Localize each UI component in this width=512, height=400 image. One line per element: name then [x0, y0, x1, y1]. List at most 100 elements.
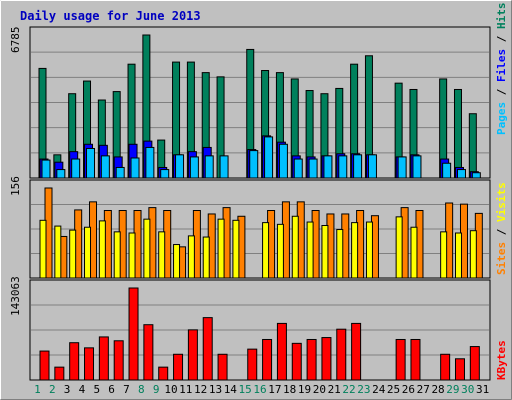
bar-sites-day-3 — [69, 229, 77, 279]
bar-sites-day-11 — [187, 235, 195, 279]
bar-sites-day-30 — [469, 230, 477, 279]
bar-pages-day-21 — [338, 155, 348, 179]
day-label-21: 21 — [328, 383, 341, 396]
bar-sites-day-18 — [291, 215, 299, 279]
bar-kbytes-day-2 — [54, 366, 65, 381]
bar-sites-day-21 — [336, 229, 344, 279]
bar-pages-day-29 — [456, 169, 466, 179]
bar-kbytes-day-16 — [262, 338, 273, 381]
bar-pages-day-17 — [278, 143, 288, 179]
bar-kbytes-day-28 — [440, 353, 451, 381]
bar-pages-day-3 — [71, 158, 81, 179]
bar-sites-day-20 — [321, 225, 329, 279]
bar-sites-day-4 — [84, 226, 92, 279]
bar-kbytes-day-6 — [113, 340, 124, 381]
bar-pages-day-20 — [323, 155, 333, 179]
chart-title: Daily usage for June 2013 — [20, 9, 201, 23]
bars — [38, 34, 483, 381]
bar-pages-day-16 — [264, 136, 274, 179]
day-label-23: 23 — [357, 383, 370, 396]
bar-sites-day-1 — [39, 219, 47, 279]
bar-pages-day-15 — [249, 150, 259, 179]
bar-pages-day-23 — [367, 154, 377, 179]
legend-top: Pages / Files / Hits — [495, 3, 508, 136]
day-label-15: 15 — [239, 383, 252, 396]
bar-sites-day-23 — [365, 221, 373, 279]
day-label-13: 13 — [209, 383, 222, 396]
legend-sep-3: / — [495, 222, 508, 242]
bar-pages-day-11 — [189, 156, 199, 179]
bar-kbytes-day-10 — [173, 353, 184, 381]
day-label-28: 28 — [431, 383, 444, 396]
bar-sites-day-17 — [276, 223, 284, 279]
day-label-9: 9 — [153, 383, 160, 396]
bar-pages-day-18 — [293, 158, 303, 179]
bar-kbytes-day-3 — [69, 342, 80, 381]
legend-sep-1: / — [495, 82, 508, 102]
y-max-label-kbytes: 143063 — [9, 276, 22, 316]
bar-sites-day-28 — [440, 231, 448, 279]
day-label-7: 7 — [123, 383, 130, 396]
bar-pages-day-10 — [175, 154, 185, 179]
legend-sep-2: / — [495, 29, 508, 49]
legend-files: Files — [495, 49, 508, 82]
bar-sites-day-12 — [202, 236, 210, 279]
day-label-19: 19 — [298, 383, 311, 396]
day-labels: 1 2 3 4 5 6 7 8 9 10 11 12 13 14 15 16 17 18 19 20 21 22 23 24 2… — [34, 383, 489, 396]
bar-kbytes-day-22 — [351, 322, 362, 381]
bar-hits-day-30 — [468, 113, 477, 179]
bar-pages-day-19 — [308, 158, 318, 179]
day-label-24: 24 — [372, 383, 386, 396]
bar-pages-day-25 — [397, 156, 407, 179]
legend-visits: Visits — [495, 182, 508, 222]
day-label-2: 2 — [49, 383, 56, 396]
bar-pages-day-6 — [115, 166, 125, 179]
bar-kbytes-day-18 — [291, 342, 302, 381]
legend-pages: Pages — [495, 102, 508, 135]
day-label-12: 12 — [194, 383, 207, 396]
bar-sites-day-5 — [98, 220, 106, 279]
bar-pages-day-5 — [100, 155, 110, 179]
day-label-16: 16 — [253, 383, 266, 396]
bar-kbytes-day-12 — [202, 317, 213, 381]
bar-sites-day-19 — [306, 221, 314, 279]
bar-sites-day-29 — [454, 232, 462, 279]
bar-kbytes-day-9 — [158, 366, 169, 381]
bar-sites-day-9 — [158, 231, 166, 279]
legend-sites: Sites — [495, 242, 508, 275]
bar-kbytes-day-30 — [469, 346, 480, 381]
day-label-11: 11 — [179, 383, 192, 396]
bar-kbytes-day-7 — [128, 287, 139, 381]
bar-kbytes-day-19 — [306, 338, 317, 381]
bar-pages-day-8 — [145, 146, 155, 179]
bar-kbytes-day-25 — [395, 338, 406, 381]
legend-kbytes: KBytes — [495, 340, 508, 380]
day-label-20: 20 — [313, 383, 326, 396]
bar-sites-day-10 — [173, 244, 181, 279]
bar-pages-day-30 — [471, 172, 481, 179]
bar-kbytes-day-21 — [336, 328, 347, 381]
bar-sites-day-2 — [54, 225, 62, 279]
bar-sites-day-6 — [113, 231, 121, 279]
day-label-1: 1 — [34, 383, 41, 396]
y-max-label-visits: 156 — [9, 176, 22, 196]
bar-sites-day-14 — [232, 219, 240, 279]
bar-pages-day-7 — [130, 157, 140, 179]
bar-kbytes-day-17 — [276, 322, 287, 381]
day-label-26: 26 — [402, 383, 415, 396]
y-max-label-hits: 6785 — [9, 27, 22, 54]
bar-pages-day-28 — [442, 162, 452, 179]
bar-sites-day-7 — [128, 232, 136, 279]
bar-sites-day-25 — [395, 216, 403, 279]
day-label-17: 17 — [268, 383, 281, 396]
day-label-4: 4 — [79, 383, 86, 396]
bar-pages-day-22 — [353, 154, 363, 179]
day-label-27: 27 — [417, 383, 430, 396]
day-label-10: 10 — [164, 383, 177, 396]
bar-pages-day-26 — [412, 155, 422, 179]
bar-kbytes-day-8 — [143, 324, 154, 381]
bar-pages-day-1 — [41, 159, 51, 179]
day-label-8: 8 — [138, 383, 145, 396]
bar-kbytes-day-13 — [217, 353, 228, 381]
